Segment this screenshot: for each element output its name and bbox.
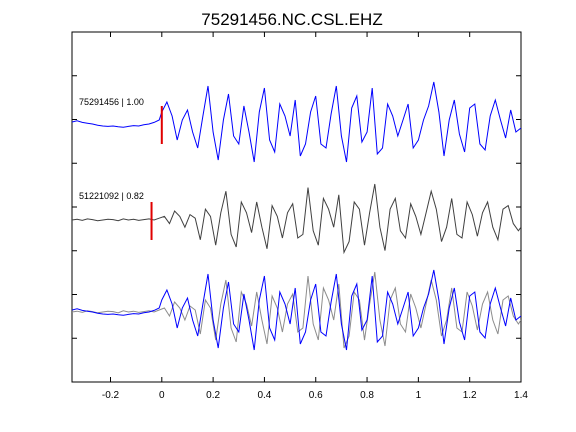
x-tick-label: 1.4 <box>514 390 528 401</box>
plot-area: -0.2 0 0.2 0.4 0.6 0.8 1 1.2 1.4 75291456 | 1.00 5… <box>71 31 528 401</box>
overlay-trace-51221092 <box>72 271 521 349</box>
trace-51221092 <box>72 183 521 255</box>
overlay-trace-75291456 <box>72 269 521 351</box>
x-tick-label: 0.6 <box>309 390 323 401</box>
chart-title: 75291456.NC.CSL.EHZ <box>201 10 382 29</box>
x-tick-label: 0 <box>159 390 165 401</box>
x-tick-label: -0.2 <box>102 390 120 401</box>
trace-75291456 <box>72 81 521 163</box>
trace-label: 51221092 | 0.82 <box>79 191 144 201</box>
trace-label: 75291456 | 1.00 <box>79 97 144 107</box>
x-tick-label: 1 <box>416 390 422 401</box>
x-tick-label: 0.8 <box>360 390 374 401</box>
x-tick-label: 0.2 <box>206 390 220 401</box>
x-tick-label: 1.2 <box>463 390 477 401</box>
x-tick-label: 0.4 <box>257 390 271 401</box>
